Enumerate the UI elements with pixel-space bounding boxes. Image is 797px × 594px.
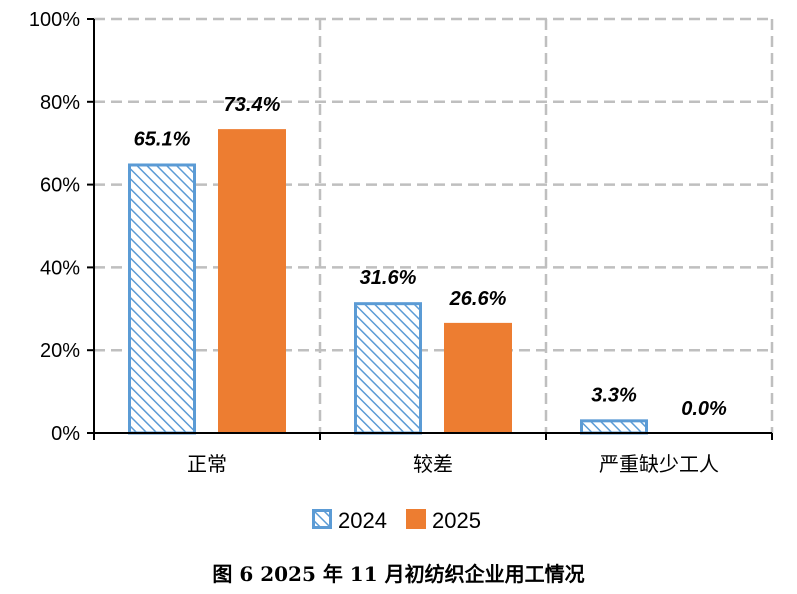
y-tick-label: 100%	[29, 9, 80, 31]
legend-label-2024: 2024	[338, 508, 387, 533]
bars	[128, 129, 648, 435]
data-label-2024-1: 31.6%	[360, 267, 417, 289]
figure-caption: 图 6 2025 年 11 月初纺织企业用工情况	[212, 562, 585, 586]
data-label-2025-1: 26.6%	[449, 288, 507, 310]
data-labels: 65.1% 73.4% 31.6% 26.6% 3.3% 0.0%	[134, 94, 727, 420]
bar-2024-1	[354, 302, 422, 435]
bar-2024-0	[128, 163, 196, 435]
y-tick-label: 0%	[51, 423, 80, 445]
category-label-0: 正常	[187, 452, 227, 476]
y-tick-label: 80%	[40, 92, 80, 114]
legend-label-2025: 2025	[432, 508, 481, 533]
data-label-2025-2: 0.0%	[681, 398, 727, 420]
bar-2024-2	[580, 419, 648, 435]
data-label-2024-0: 65.1%	[134, 128, 191, 150]
legend-swatch-2024	[312, 509, 332, 529]
y-tick-label: 60%	[40, 175, 80, 197]
category-label-1: 较差	[413, 452, 453, 476]
bar-2025-0	[218, 129, 286, 433]
axes: 正常 较差 严重缺少工人 0% 20% 40% 60% 80% 100%	[29, 9, 773, 476]
y-tick-label: 40%	[40, 257, 80, 279]
grid-lines	[94, 17, 774, 433]
bar-2025-1	[444, 322, 512, 433]
category-label-2: 严重缺少工人	[599, 452, 719, 476]
legend: 2024 2025	[312, 508, 481, 533]
y-tick-label: 20%	[40, 340, 80, 362]
legend-swatch-2025	[406, 509, 426, 529]
data-label-2024-2: 3.3%	[591, 384, 637, 406]
data-label-2025-0: 73.4%	[224, 94, 281, 116]
